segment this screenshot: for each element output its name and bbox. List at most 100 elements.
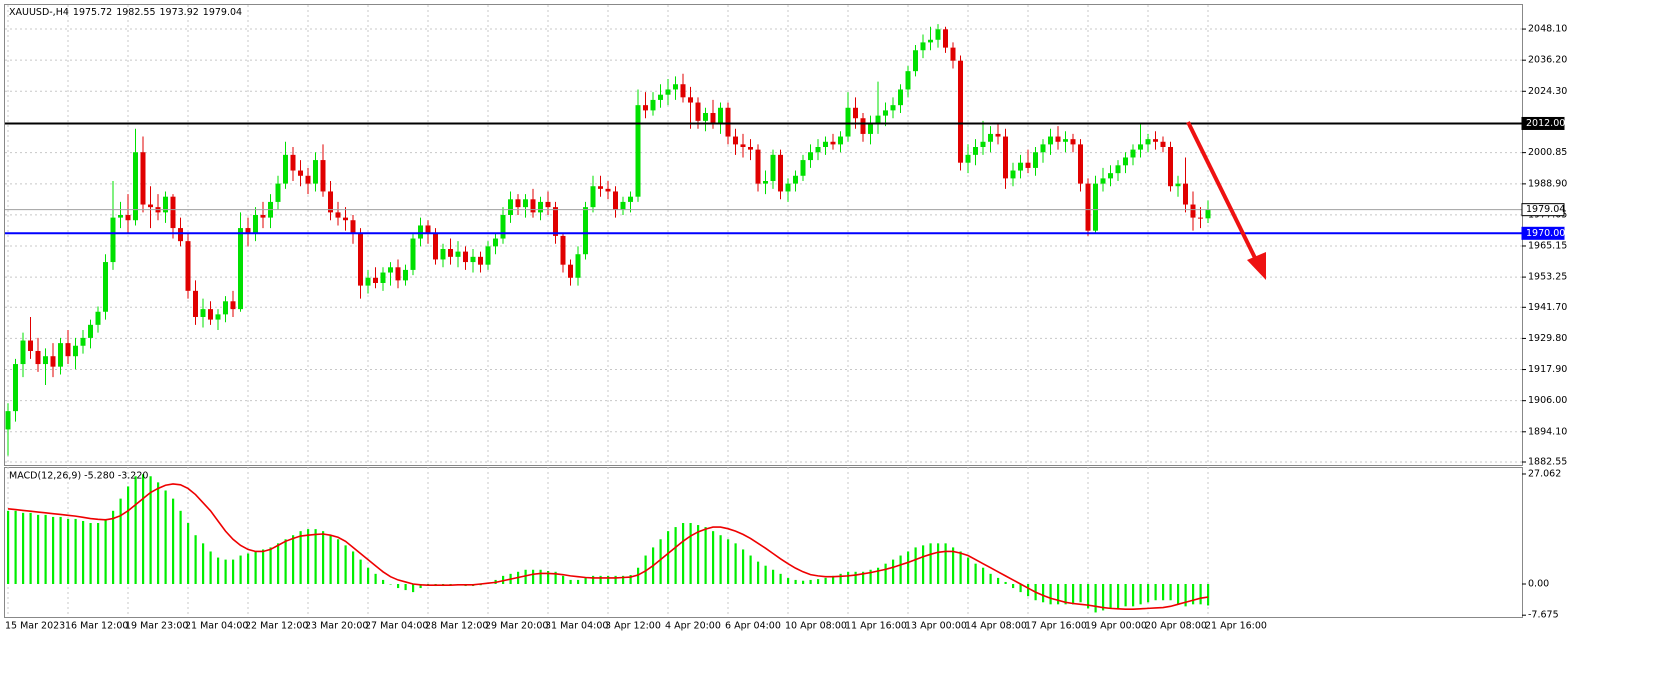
candle-body (1025, 162, 1031, 168)
price-level-label: 1970.00 (1526, 228, 1565, 239)
price-level-tag (1521, 226, 1565, 240)
macd-bar (134, 476, 137, 584)
macd-bar (82, 520, 85, 584)
price-level-tag (1521, 203, 1565, 217)
macd-bar (149, 476, 152, 584)
macd-bar (997, 577, 1000, 584)
candle-body (230, 301, 236, 310)
macd-bar (374, 573, 377, 584)
candle-body (208, 309, 213, 320)
candle-body (170, 196, 176, 229)
macd-bar (974, 563, 977, 584)
macd-bar (1004, 581, 1007, 584)
macd-bar (1139, 583, 1142, 605)
candle-body (598, 186, 603, 189)
candle-body (515, 199, 521, 208)
candle-body (403, 269, 408, 281)
y-tick-label: 1894.10 (1528, 426, 1567, 437)
close: 1979.04 (203, 7, 242, 18)
macd-bar (1102, 583, 1105, 611)
macd-bar (29, 512, 32, 584)
candle-body (320, 160, 326, 192)
macd-bar (1169, 583, 1172, 601)
candle-body (1010, 170, 1016, 179)
arrow-shaft (1186, 121, 1260, 265)
macd-bar (899, 555, 902, 584)
candle-body (508, 199, 513, 215)
macd-bar (607, 575, 610, 584)
candle-body (448, 248, 453, 257)
candle-body (455, 251, 461, 257)
y-tick-label: 0.00 (1528, 578, 1549, 589)
candle-body (335, 212, 341, 218)
macd-bar (772, 569, 775, 584)
macd-bar (322, 531, 325, 584)
x-tick-label: 15 Mar 2023 (5, 621, 65, 632)
candle-body (815, 147, 821, 153)
candle-body (793, 175, 798, 184)
macd-bar (712, 531, 715, 584)
macd-bar (832, 575, 835, 584)
candle-body (905, 71, 911, 90)
candle-body (523, 199, 528, 208)
candle-body (928, 39, 933, 43)
macd-bar (1199, 583, 1202, 605)
macd-bar (847, 571, 850, 584)
macd-bar (547, 570, 550, 584)
candle-body (830, 141, 836, 145)
chart-header: XAUUSD-,H4 1975.72 1982.55 1973.92 1979.04 (9, 7, 242, 18)
macd-bar (524, 569, 527, 584)
trend-arrow (1186, 121, 1266, 280)
macd-bar (292, 535, 295, 584)
macd-bar (659, 539, 662, 584)
macd-bar (554, 571, 557, 584)
candle-body (620, 201, 626, 210)
macd-bar (802, 580, 805, 584)
macd-bar (104, 518, 107, 584)
candle-body (35, 350, 41, 365)
macd-bar (592, 575, 595, 584)
candle-body (980, 141, 986, 148)
macd-bar (1162, 583, 1165, 601)
candle-body (5, 411, 11, 430)
candle-body (305, 175, 311, 184)
candle-body (425, 225, 431, 234)
candle-body (125, 214, 131, 221)
macd-bar (907, 551, 910, 584)
high: 1982.55 (116, 7, 155, 18)
y-tick-label: 1882.55 (1528, 456, 1567, 467)
candle-body (433, 233, 438, 260)
candle-body (178, 228, 183, 242)
candle-body (680, 84, 686, 98)
macd-bar (254, 551, 257, 584)
candle-body (538, 201, 543, 213)
candle-body (943, 29, 948, 48)
macd-bar (172, 498, 175, 584)
candle-body (1138, 144, 1143, 150)
macd-bar (1072, 583, 1075, 605)
x-tick-label: 28 Mar 12:00 (425, 621, 488, 632)
x-tick-label: 4 Apr 20:00 (665, 621, 721, 632)
candle-body (463, 251, 468, 263)
candle-body (590, 186, 596, 208)
candle-body (350, 220, 356, 234)
macd-bar (637, 567, 640, 584)
candle-body (245, 228, 251, 234)
candle-body (328, 191, 333, 213)
y-tick-label: 1988.90 (1528, 178, 1567, 189)
macd-bar (989, 573, 992, 584)
y-tick-label: 1929.80 (1528, 333, 1567, 344)
macd-bar (734, 543, 737, 584)
macd-bar (719, 535, 722, 584)
candle-body (88, 324, 93, 338)
candle-body (103, 262, 108, 312)
macd-bar (629, 575, 632, 584)
macd-bar (674, 527, 677, 584)
macd-bar (1192, 583, 1195, 605)
macd-bar (532, 569, 535, 584)
candle-body (73, 345, 78, 357)
macd-bar (74, 518, 77, 584)
x-tick-label: 21 Apr 16:00 (1205, 621, 1267, 632)
macd-bar (727, 539, 730, 584)
